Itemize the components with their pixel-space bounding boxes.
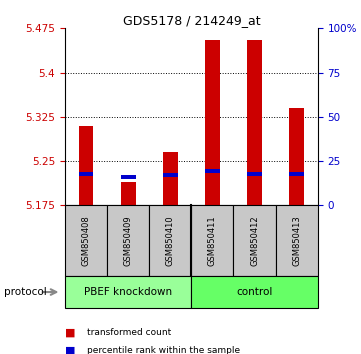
- Bar: [275, 205, 318, 276]
- Text: GSM850408: GSM850408: [82, 215, 91, 266]
- Bar: [205, 169, 220, 173]
- Text: transformed count: transformed count: [87, 328, 171, 337]
- Text: control: control: [236, 287, 273, 297]
- Title: GDS5178 / 214249_at: GDS5178 / 214249_at: [122, 14, 260, 27]
- Text: GSM850410: GSM850410: [166, 215, 175, 266]
- Bar: [121, 175, 135, 179]
- Text: GSM850413: GSM850413: [292, 215, 301, 266]
- Bar: [234, 205, 275, 276]
- Bar: [121, 182, 135, 205]
- Bar: [289, 172, 304, 176]
- Bar: [247, 172, 262, 176]
- Bar: [65, 205, 107, 276]
- Text: GSM850409: GSM850409: [124, 215, 132, 266]
- Bar: [65, 276, 191, 308]
- Bar: [79, 172, 93, 176]
- Text: ■: ■: [65, 328, 75, 338]
- Text: PBEF knockdown: PBEF knockdown: [84, 287, 172, 297]
- Bar: [163, 173, 178, 177]
- Text: GSM850411: GSM850411: [208, 215, 217, 266]
- Bar: [247, 40, 262, 205]
- Text: percentile rank within the sample: percentile rank within the sample: [87, 346, 240, 354]
- Bar: [149, 205, 191, 276]
- Bar: [163, 152, 178, 205]
- Bar: [107, 205, 149, 276]
- Text: protocol: protocol: [4, 287, 46, 297]
- Text: GSM850412: GSM850412: [250, 215, 259, 266]
- Bar: [191, 276, 318, 308]
- Bar: [289, 108, 304, 205]
- Bar: [191, 205, 234, 276]
- Bar: [205, 40, 220, 205]
- Bar: [79, 126, 93, 205]
- Text: ■: ■: [65, 346, 75, 354]
